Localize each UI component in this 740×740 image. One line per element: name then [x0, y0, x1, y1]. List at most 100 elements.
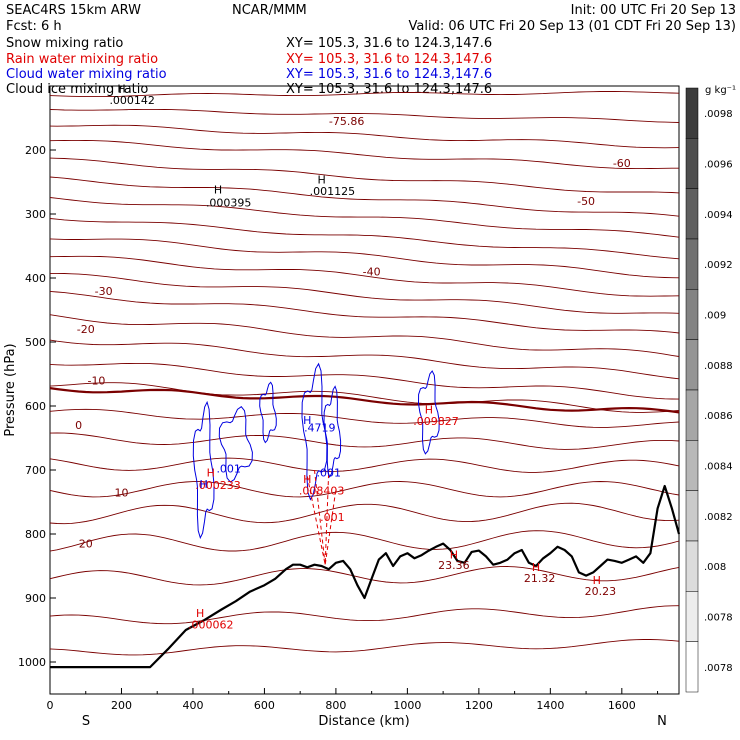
- x-tick-label: 1200: [465, 699, 493, 712]
- cloud-water-contour: [218, 406, 253, 483]
- legend-rain-xy: XY= 105.3, 31.6 to 124.3,147.6: [286, 52, 492, 67]
- isotherm-line: [49, 481, 680, 498]
- x-tick-label: 400: [182, 699, 203, 712]
- header-init: Init: 00 UTC Fri 20 Sep 13: [571, 3, 736, 18]
- annotation-label: 20.23: [585, 585, 617, 598]
- terrain-line: [50, 484, 681, 669]
- freezing-level-line: [49, 387, 680, 414]
- isotherm-line: [50, 272, 680, 314]
- legend-rain-label: Rain water mixing ratio: [6, 52, 158, 67]
- isotherm-label: 0: [75, 419, 82, 432]
- colorbar-label: .008: [704, 562, 726, 573]
- isotherm-label: -75.86: [329, 115, 364, 128]
- colorbar-label: .0098: [704, 109, 733, 120]
- terrain-layer: [50, 484, 681, 669]
- rain-water-contour: [306, 476, 337, 565]
- y-tick-label: 300: [25, 208, 46, 221]
- annotation-label: .000233: [195, 479, 241, 492]
- x-tick-label: 1400: [536, 699, 564, 712]
- isotherm-line: [49, 408, 680, 428]
- colorbar-segment: [685, 440, 699, 491]
- isotherm-layer: -75.86 -60 -50 -40 -30 -20 -10 0 10 20: [49, 91, 680, 656]
- cloud-water-contour: [192, 400, 215, 540]
- isotherm-line: [49, 314, 680, 357]
- annotation-label: .000142: [109, 94, 155, 107]
- isotherm-line: [49, 290, 680, 334]
- annotation-label: .001: [317, 466, 342, 479]
- x-tick-label: 600: [254, 699, 275, 712]
- y-tick-label: 200: [25, 144, 46, 157]
- annotation-label: .009827: [413, 415, 459, 428]
- cloud-water-contour: [417, 370, 440, 455]
- legend: Snow mixing ratio XY= 105.3, 31.6 to 124…: [6, 36, 492, 97]
- cloud-water-contour: [323, 385, 342, 478]
- annotation-label: H: [303, 473, 311, 486]
- y-tick-label: 700: [25, 464, 46, 477]
- isotherm-line: [49, 176, 680, 217]
- colorbar-segment: [685, 138, 699, 189]
- isotherm-line: [49, 339, 680, 380]
- colorbar-label: .0078: [704, 613, 733, 624]
- annotation-label: H: [207, 466, 215, 479]
- annotation-label: H: [196, 607, 204, 620]
- annotation-label: .000062: [188, 619, 234, 632]
- colorbar-label: .0082: [704, 512, 733, 523]
- colorbar-segment: [685, 289, 699, 340]
- x-end-left: S: [82, 714, 90, 729]
- isotherm-line: [49, 362, 680, 400]
- annotation-label: 21.32: [524, 572, 556, 585]
- y-tick-label: 600: [25, 400, 46, 413]
- colorbar-segment: [685, 490, 699, 542]
- y-axis-title: Pressure (hPa): [3, 343, 18, 436]
- annotation-label: H: [317, 173, 325, 186]
- annotation-label: H: [450, 548, 458, 561]
- x-axis-title: Distance (km): [318, 714, 409, 729]
- colorbar: .0098 .0096 .0094 .0092 .009 .0088 .0086 .0084.…: [685, 87, 733, 693]
- isotherm-label: 20: [79, 538, 93, 551]
- colorbar-label: .0086: [704, 411, 733, 422]
- isotherm-label: -10: [87, 374, 105, 387]
- isotherm-line: [49, 432, 680, 450]
- colorbar-segment: [685, 591, 699, 642]
- annotation-label: .001: [320, 511, 345, 524]
- isotherm-label: -20: [77, 323, 95, 336]
- header-center: NCAR/MMM: [232, 3, 307, 18]
- x-tick-label: 800: [325, 699, 346, 712]
- colorbar-segment: [685, 188, 699, 240]
- annotation-label: .001125: [310, 185, 356, 198]
- y-tick-label: 500: [25, 336, 46, 349]
- legend-snow-xy: XY= 105.3, 31.6 to 124.3,147.6: [286, 36, 492, 51]
- cloud-water-contour: [301, 362, 328, 501]
- y-tick-label: 900: [25, 592, 46, 605]
- annotation-label: H: [303, 414, 311, 427]
- colorbar-segment: [685, 339, 699, 391]
- header-title: SEAC4RS 15km ARW: [6, 3, 141, 18]
- isotherm-line: [49, 91, 680, 98]
- annotation-label: H: [200, 478, 208, 491]
- isotherm-line: [49, 255, 680, 297]
- x-tick-label: 1600: [608, 699, 636, 712]
- colorbar-label: .0094: [704, 210, 733, 221]
- colorbar-unit: g kg⁻¹: [705, 85, 736, 96]
- isotherm-label: -30: [95, 285, 113, 298]
- colorbar-label: .009: [704, 311, 726, 322]
- legend-ice-xy: XY= 105.3, 31.6 to 124.3,147.6: [286, 82, 492, 97]
- annotation-label: .008403: [299, 484, 345, 497]
- x-end-right: N: [657, 714, 667, 729]
- isotherm-line: [49, 157, 680, 194]
- isotherm-line: [49, 605, 680, 625]
- legend-cloud-label: Cloud water mixing ratio: [6, 67, 167, 82]
- isotherm-line: [49, 218, 680, 260]
- colorbar-segment: [685, 540, 699, 592]
- isotherm-line: [49, 457, 680, 473]
- colorbar-segment: [685, 238, 699, 290]
- colorbar-label: .0096: [704, 160, 733, 171]
- isotherm-label: -60: [613, 157, 631, 170]
- isotherm-line: [49, 124, 680, 149]
- cloud-water-contour: [259, 381, 277, 444]
- colorbar-label: .0092: [704, 260, 733, 271]
- annotation-label: H: [532, 561, 540, 574]
